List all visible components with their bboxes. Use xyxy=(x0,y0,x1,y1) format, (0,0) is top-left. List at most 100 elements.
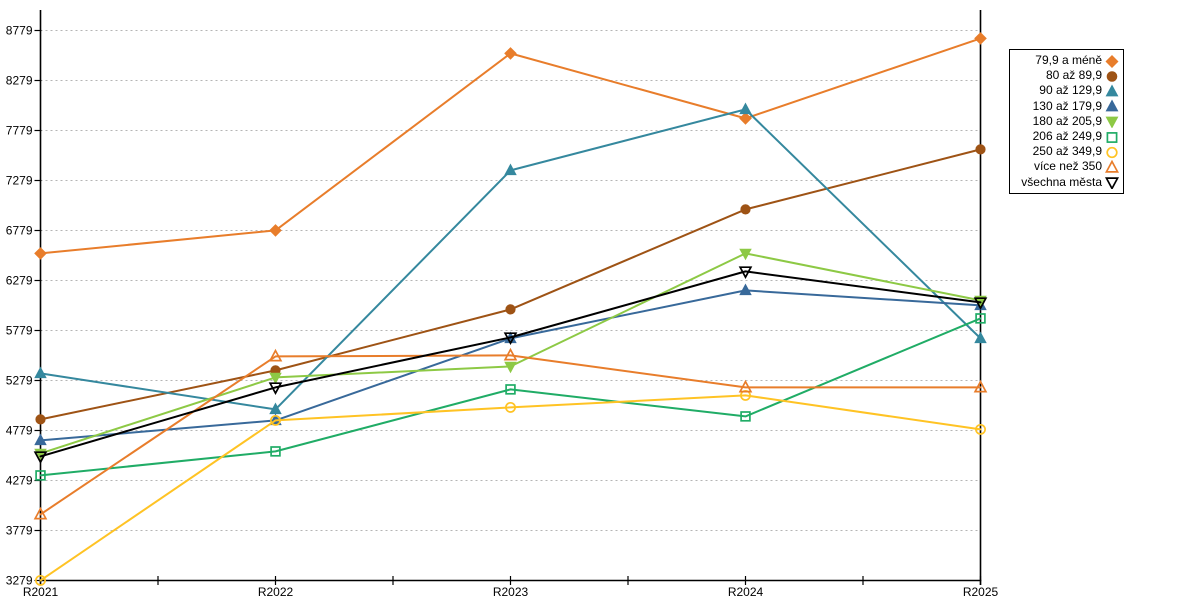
y-tick-label: 7779 xyxy=(6,124,33,138)
x-tick-label: R2023 xyxy=(493,585,529,599)
diamond-marker xyxy=(1105,54,1119,68)
diamond-marker xyxy=(739,112,752,125)
legend-label: více než 350 xyxy=(1033,159,1102,174)
triangle-down-legend-icon xyxy=(1105,175,1119,190)
triangle-up-marker xyxy=(34,366,47,379)
y-tick-label: 4279 xyxy=(6,474,33,488)
circle-marker xyxy=(505,304,516,315)
legend-label: 130 až 179,9 xyxy=(1032,98,1102,113)
triangle-up-legend-icon xyxy=(1105,99,1119,113)
legend-label: 90 až 129,9 xyxy=(1039,83,1102,98)
series-line xyxy=(39,37,982,255)
legend-item: všechna města xyxy=(1013,175,1119,190)
diamond-marker xyxy=(974,32,987,45)
legend-item: 130 až 179,9 xyxy=(1013,99,1119,114)
triangle-up-legend-icon xyxy=(1105,159,1119,174)
legend-item: více než 350 xyxy=(1013,159,1119,174)
square-marker xyxy=(505,384,516,395)
triangle-down-legend-icon xyxy=(1105,114,1119,129)
series-250-a-349-9 xyxy=(35,389,986,586)
legend: 79,9 a méně 80 až 89,9 90 až 129,9 130 až 1… xyxy=(1009,49,1124,194)
series-line xyxy=(39,394,982,582)
triangle-up-marker xyxy=(34,433,47,446)
circle-marker xyxy=(505,401,516,413)
square-legend-icon xyxy=(1105,130,1119,144)
circle-marker xyxy=(35,414,46,425)
x-tick-label: R2024 xyxy=(728,585,764,599)
triangle-up-marker xyxy=(739,283,752,296)
y-tick-label: 8279 xyxy=(6,74,33,88)
diamond-marker xyxy=(34,247,47,260)
square-marker xyxy=(1106,131,1118,143)
series-line xyxy=(39,270,982,458)
legend-item: 180 až 205,9 xyxy=(1013,114,1119,129)
legend-item: 206 až 249,9 xyxy=(1013,129,1119,144)
legend-item: 79,9 a méně xyxy=(1013,53,1119,68)
triangle-down-marker xyxy=(1105,116,1119,129)
circle-marker xyxy=(270,414,281,426)
series-90-a-129-9 xyxy=(34,102,987,415)
diamond-legend-icon xyxy=(1105,54,1119,68)
legend-item: 90 až 129,9 xyxy=(1013,83,1119,98)
y-tick-label: 8779 xyxy=(6,24,33,38)
square-marker xyxy=(740,411,751,422)
triangle-down-marker xyxy=(739,248,752,261)
triangle-down-marker xyxy=(973,297,988,310)
x-tick-label: R2025 xyxy=(963,585,999,599)
triangle-down-marker xyxy=(503,332,518,345)
triangle-up-marker xyxy=(738,379,753,393)
triangle-down-marker xyxy=(504,361,517,374)
legend-label: 206 až 249,9 xyxy=(1032,128,1102,143)
circle-legend-icon xyxy=(1105,145,1119,159)
y-tick-label: 6279 xyxy=(6,274,33,288)
circle-marker xyxy=(1106,70,1118,82)
y-tick-label: 7279 xyxy=(6,174,33,188)
y-tick-label: 5279 xyxy=(6,374,33,388)
triangle-up-marker xyxy=(33,506,48,520)
legend-item: 250 až 349,9 xyxy=(1013,144,1119,159)
triangle-up-marker xyxy=(974,331,987,344)
y-tick-label: 4779 xyxy=(6,424,33,438)
circle-marker xyxy=(1106,146,1118,158)
legend-label: 80 až 89,9 xyxy=(1045,68,1102,83)
legend-label: 250 až 349,9 xyxy=(1032,144,1102,159)
square-marker xyxy=(35,470,46,481)
triangle-up-marker xyxy=(973,379,988,393)
x-tick-label: R2022 xyxy=(258,585,294,599)
triangle-up-marker xyxy=(1105,84,1119,97)
circle-marker xyxy=(975,144,986,155)
triangle-down-marker xyxy=(738,266,753,279)
series-v-ce-ne-350 xyxy=(33,347,988,520)
y-tick-label: 3779 xyxy=(6,524,33,538)
diamond-marker xyxy=(269,224,282,237)
triangle-up-marker xyxy=(1105,159,1119,173)
legend-label: 79,9 a méně xyxy=(1035,53,1102,67)
series-line xyxy=(39,317,982,477)
circle-marker xyxy=(975,423,986,435)
triangle-up-legend-icon xyxy=(1105,84,1119,98)
diamond-marker xyxy=(504,47,517,60)
triangle-down-marker xyxy=(269,372,282,385)
triangle-down-marker xyxy=(33,451,48,464)
triangle-up-marker xyxy=(503,347,518,361)
y-tick-label: 5779 xyxy=(6,324,33,338)
circle-legend-icon xyxy=(1105,69,1119,83)
x-tick-label: R2021 xyxy=(23,585,59,599)
series-79-9-a-m-n- xyxy=(34,32,987,260)
series-v-echna-m-sta xyxy=(33,266,988,464)
circle-marker xyxy=(740,204,751,215)
triangle-up-marker xyxy=(268,348,283,362)
y-tick-label: 3279 xyxy=(6,574,33,588)
series-line xyxy=(39,354,982,516)
circle-marker xyxy=(35,574,46,586)
legend-label: všechna města xyxy=(1021,174,1102,189)
series-80-a-89-9 xyxy=(35,144,986,425)
y-tick-label: 6779 xyxy=(6,224,33,238)
triangle-up-marker xyxy=(504,163,517,176)
series-206-a-249-9 xyxy=(35,313,986,481)
triangle-down-marker xyxy=(268,382,283,395)
triangle-up-marker xyxy=(739,102,752,115)
triangle-down-marker xyxy=(1105,177,1119,190)
